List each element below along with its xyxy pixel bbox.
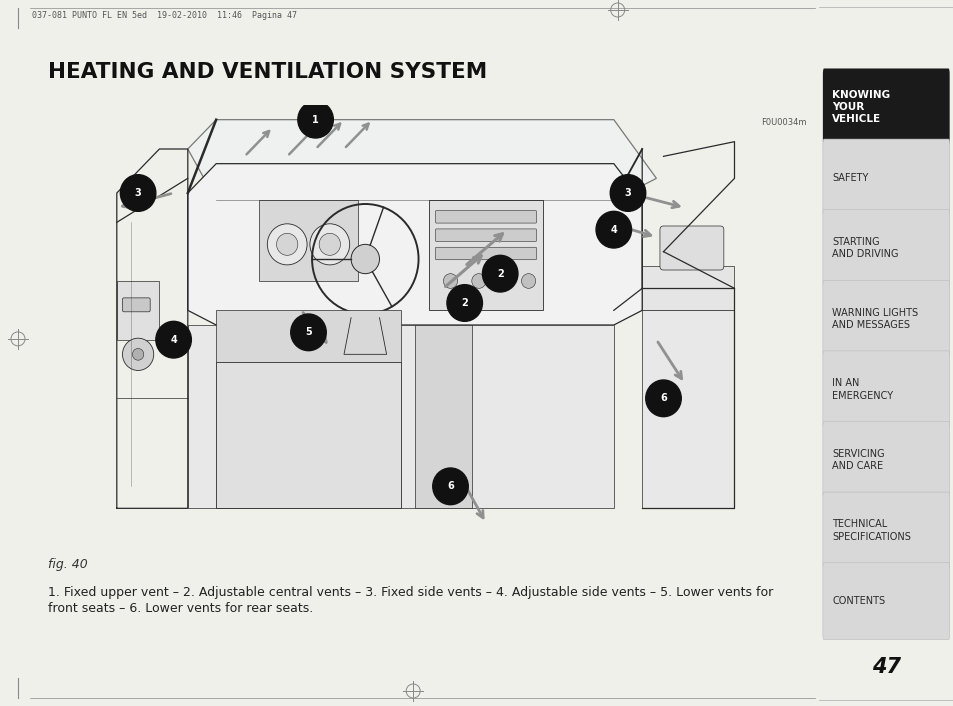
- Text: fig. 40: fig. 40: [48, 558, 88, 571]
- Polygon shape: [216, 311, 400, 361]
- FancyBboxPatch shape: [822, 351, 948, 428]
- FancyBboxPatch shape: [822, 139, 948, 216]
- FancyBboxPatch shape: [436, 247, 536, 260]
- Text: SAFETY: SAFETY: [831, 172, 867, 183]
- Text: KNOWING
YOUR
VEHICLE: KNOWING YOUR VEHICLE: [831, 90, 889, 124]
- Circle shape: [297, 102, 333, 138]
- Text: 037-081 PUNTO FL EN 5ed  19-02-2010  11:46  Pagina 47: 037-081 PUNTO FL EN 5ed 19-02-2010 11:46…: [32, 11, 296, 20]
- Circle shape: [122, 338, 153, 371]
- Circle shape: [447, 285, 482, 321]
- FancyBboxPatch shape: [822, 280, 948, 357]
- FancyBboxPatch shape: [822, 210, 948, 287]
- Text: 1. Fixed upper vent – 2. Adjustable central vents – 3. Fixed side vents – 4. Adj: 1. Fixed upper vent – 2. Adjustable cent…: [48, 586, 773, 599]
- Circle shape: [132, 349, 144, 360]
- Text: front seats – 6. Lower vents for rear seats.: front seats – 6. Lower vents for rear se…: [48, 602, 313, 615]
- Polygon shape: [188, 325, 613, 508]
- Polygon shape: [415, 325, 472, 508]
- Text: IN AN
EMERGENCY: IN AN EMERGENCY: [831, 378, 892, 400]
- FancyBboxPatch shape: [822, 492, 948, 569]
- Polygon shape: [216, 361, 400, 508]
- FancyBboxPatch shape: [822, 68, 948, 145]
- Text: HEATING AND VENTILATION SYSTEM: HEATING AND VENTILATION SYSTEM: [48, 62, 487, 82]
- FancyBboxPatch shape: [436, 229, 536, 241]
- Circle shape: [310, 224, 350, 265]
- Polygon shape: [429, 201, 542, 311]
- Text: 6: 6: [659, 393, 666, 403]
- Text: STARTING
AND DRIVING: STARTING AND DRIVING: [831, 237, 898, 259]
- FancyBboxPatch shape: [822, 421, 948, 498]
- Text: 1: 1: [312, 114, 318, 125]
- Text: 2: 2: [461, 298, 468, 308]
- Text: 4: 4: [170, 335, 177, 345]
- Circle shape: [267, 224, 307, 265]
- Text: SERVICING
AND CARE: SERVICING AND CARE: [831, 449, 883, 471]
- Text: 3: 3: [624, 188, 631, 198]
- Text: 4: 4: [610, 225, 617, 234]
- Circle shape: [521, 274, 536, 288]
- Text: 6: 6: [447, 481, 454, 491]
- Circle shape: [120, 174, 155, 211]
- Polygon shape: [188, 119, 656, 201]
- Polygon shape: [116, 281, 159, 340]
- Text: TECHNICAL
SPECIFICATIONS: TECHNICAL SPECIFICATIONS: [831, 520, 910, 542]
- Circle shape: [645, 380, 680, 417]
- Text: CONTENTS: CONTENTS: [831, 596, 884, 606]
- Text: 2: 2: [497, 269, 503, 279]
- Circle shape: [482, 256, 517, 292]
- Text: 47: 47: [871, 657, 900, 677]
- Circle shape: [443, 274, 457, 288]
- Circle shape: [155, 321, 192, 358]
- Circle shape: [276, 234, 297, 256]
- Circle shape: [319, 234, 340, 256]
- Text: WARNING LIGHTS
AND MESSAGES: WARNING LIGHTS AND MESSAGES: [831, 308, 917, 330]
- Text: 3: 3: [134, 188, 141, 198]
- FancyBboxPatch shape: [436, 210, 536, 223]
- Circle shape: [351, 244, 379, 274]
- Circle shape: [596, 211, 631, 248]
- Text: 5: 5: [305, 328, 312, 337]
- Polygon shape: [188, 164, 641, 325]
- FancyBboxPatch shape: [659, 226, 723, 270]
- Polygon shape: [641, 311, 734, 508]
- Circle shape: [610, 174, 645, 211]
- FancyBboxPatch shape: [822, 563, 948, 640]
- Text: F0U0034m: F0U0034m: [760, 118, 806, 127]
- FancyBboxPatch shape: [122, 298, 150, 312]
- Circle shape: [499, 274, 514, 288]
- Polygon shape: [258, 201, 357, 281]
- Circle shape: [472, 274, 485, 288]
- Circle shape: [291, 314, 326, 351]
- Polygon shape: [641, 266, 734, 311]
- Circle shape: [433, 468, 468, 505]
